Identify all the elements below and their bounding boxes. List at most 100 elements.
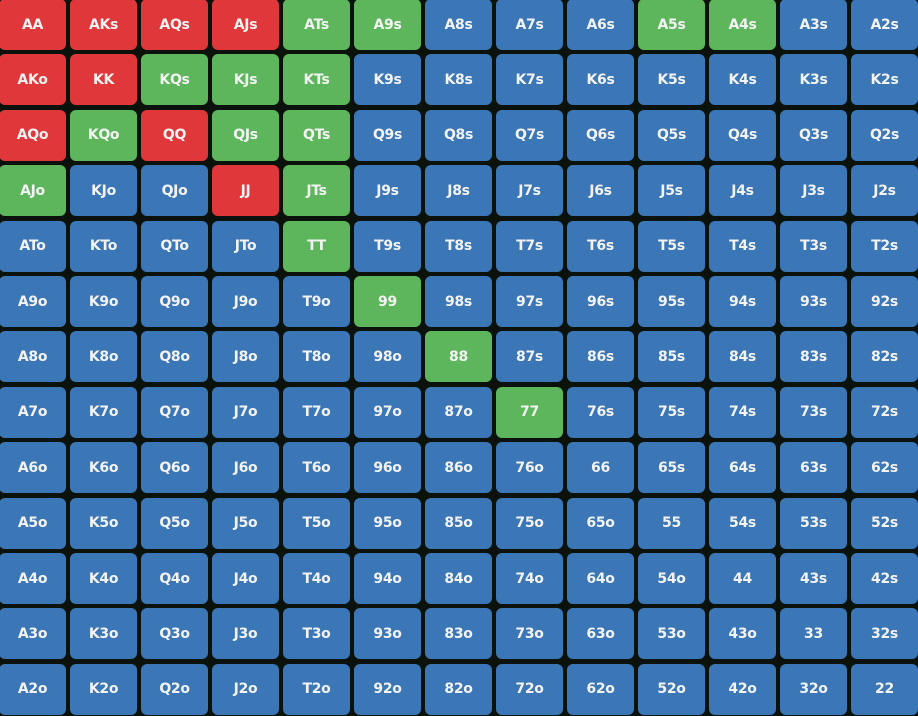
hand-cell-A8o[interactable]: A8o	[0, 331, 66, 383]
hand-cell-65s[interactable]: 65s	[638, 442, 705, 494]
hand-cell-72s[interactable]: 72s	[851, 386, 918, 438]
hand-cell-AKs[interactable]: AKs	[70, 0, 137, 50]
hand-cell-Q7s[interactable]: Q7s	[496, 109, 563, 161]
hand-cell-JJ[interactable]: JJ	[212, 165, 279, 217]
hand-cell-99[interactable]: 99	[354, 276, 421, 327]
hand-cell-K8s[interactable]: K8s	[425, 54, 492, 106]
hand-cell-T8s[interactable]: T8s	[425, 220, 492, 272]
hand-cell-J2s[interactable]: J2s	[851, 165, 918, 217]
hand-cell-T7o[interactable]: T7o	[283, 386, 350, 438]
hand-cell-A8s[interactable]: A8s	[425, 0, 492, 50]
hand-cell-Q7o[interactable]: Q7o	[141, 386, 208, 438]
hand-cell-QQ[interactable]: QQ	[141, 109, 208, 161]
hand-cell-Q9o[interactable]: Q9o	[141, 276, 208, 327]
hand-cell-Q2s[interactable]: Q2s	[851, 109, 918, 161]
hand-cell-86s[interactable]: 86s	[567, 331, 634, 383]
hand-cell-42o[interactable]: 42o	[709, 663, 776, 715]
hand-cell-TT[interactable]: TT	[283, 220, 350, 272]
hand-cell-JTo[interactable]: JTo	[212, 220, 279, 272]
hand-cell-J5s[interactable]: J5s	[638, 165, 705, 217]
hand-cell-J6s[interactable]: J6s	[567, 165, 634, 217]
hand-cell-A7o[interactable]: A7o	[0, 386, 66, 438]
hand-cell-97s[interactable]: 97s	[496, 276, 563, 327]
hand-cell-QTo[interactable]: QTo	[141, 220, 208, 272]
hand-cell-A6s[interactable]: A6s	[567, 0, 634, 50]
hand-cell-43o[interactable]: 43o	[709, 608, 776, 660]
hand-cell-33[interactable]: 33	[780, 608, 847, 660]
hand-cell-J7s[interactable]: J7s	[496, 165, 563, 217]
hand-cell-62s[interactable]: 62s	[851, 442, 918, 494]
hand-cell-Q3o[interactable]: Q3o	[141, 608, 208, 660]
hand-cell-K6o[interactable]: K6o	[70, 442, 137, 494]
hand-cell-84s[interactable]: 84s	[709, 331, 776, 383]
hand-cell-J5o[interactable]: J5o	[212, 497, 279, 549]
hand-cell-87s[interactable]: 87s	[496, 331, 563, 383]
hand-cell-A5s[interactable]: A5s	[638, 0, 705, 50]
hand-cell-KK[interactable]: KK	[70, 54, 137, 106]
hand-cell-82s[interactable]: 82s	[851, 331, 918, 383]
hand-cell-T6s[interactable]: T6s	[567, 220, 634, 272]
hand-cell-62o[interactable]: 62o	[567, 663, 634, 715]
hand-cell-A9o[interactable]: A9o	[0, 276, 66, 327]
hand-cell-84o[interactable]: 84o	[425, 553, 492, 604]
hand-cell-J7o[interactable]: J7o	[212, 386, 279, 438]
hand-cell-98o[interactable]: 98o	[354, 331, 421, 383]
hand-cell-Q8s[interactable]: Q8s	[425, 109, 492, 161]
hand-cell-A9s[interactable]: A9s	[354, 0, 421, 50]
hand-cell-J3o[interactable]: J3o	[212, 608, 279, 660]
hand-cell-96s[interactable]: 96s	[567, 276, 634, 327]
hand-cell-J4o[interactable]: J4o	[212, 553, 279, 604]
hand-cell-96o[interactable]: 96o	[354, 442, 421, 494]
hand-cell-22[interactable]: 22	[851, 663, 918, 715]
hand-cell-82o[interactable]: 82o	[425, 663, 492, 715]
hand-cell-T9s[interactable]: T9s	[354, 220, 421, 272]
hand-cell-64o[interactable]: 64o	[567, 553, 634, 604]
hand-cell-KQo[interactable]: KQo	[70, 109, 137, 161]
hand-cell-J8o[interactable]: J8o	[212, 331, 279, 383]
hand-cell-K4o[interactable]: K4o	[70, 553, 137, 604]
hand-cell-53o[interactable]: 53o	[638, 608, 705, 660]
hand-cell-KTs[interactable]: KTs	[283, 54, 350, 106]
hand-cell-74o[interactable]: 74o	[496, 553, 563, 604]
hand-cell-75o[interactable]: 75o	[496, 497, 563, 549]
hand-cell-44[interactable]: 44	[709, 553, 776, 604]
hand-cell-J9s[interactable]: J9s	[354, 165, 421, 217]
hand-cell-95o[interactable]: 95o	[354, 497, 421, 549]
hand-cell-98s[interactable]: 98s	[425, 276, 492, 327]
hand-cell-AA[interactable]: AA	[0, 0, 66, 50]
hand-cell-93o[interactable]: 93o	[354, 608, 421, 660]
hand-cell-K9o[interactable]: K9o	[70, 276, 137, 327]
hand-cell-T7s[interactable]: T7s	[496, 220, 563, 272]
hand-cell-J3s[interactable]: J3s	[780, 165, 847, 217]
hand-cell-Q5o[interactable]: Q5o	[141, 497, 208, 549]
hand-cell-88[interactable]: 88	[425, 331, 492, 383]
hand-cell-K7s[interactable]: K7s	[496, 54, 563, 106]
hand-cell-52s[interactable]: 52s	[851, 497, 918, 549]
hand-cell-K2o[interactable]: K2o	[70, 663, 137, 715]
hand-cell-ATs[interactable]: ATs	[283, 0, 350, 50]
hand-cell-T8o[interactable]: T8o	[283, 331, 350, 383]
hand-cell-T3s[interactable]: T3s	[780, 220, 847, 272]
hand-cell-T2o[interactable]: T2o	[283, 663, 350, 715]
hand-cell-53s[interactable]: 53s	[780, 497, 847, 549]
hand-cell-87o[interactable]: 87o	[425, 386, 492, 438]
hand-cell-Q2o[interactable]: Q2o	[141, 663, 208, 715]
hand-cell-K6s[interactable]: K6s	[567, 54, 634, 106]
hand-cell-54s[interactable]: 54s	[709, 497, 776, 549]
hand-cell-T3o[interactable]: T3o	[283, 608, 350, 660]
hand-cell-T6o[interactable]: T6o	[283, 442, 350, 494]
hand-cell-A4s[interactable]: A4s	[709, 0, 776, 50]
hand-cell-QJo[interactable]: QJo	[141, 165, 208, 217]
hand-cell-92o[interactable]: 92o	[354, 663, 421, 715]
hand-cell-AJs[interactable]: AJs	[212, 0, 279, 50]
hand-cell-Q3s[interactable]: Q3s	[780, 109, 847, 161]
hand-cell-52o[interactable]: 52o	[638, 663, 705, 715]
hand-cell-KJs[interactable]: KJs	[212, 54, 279, 106]
hand-cell-Q9s[interactable]: Q9s	[354, 109, 421, 161]
hand-cell-A3s[interactable]: A3s	[780, 0, 847, 50]
hand-cell-K3o[interactable]: K3o	[70, 608, 137, 660]
hand-cell-A3o[interactable]: A3o	[0, 608, 66, 660]
hand-cell-QJs[interactable]: QJs	[212, 109, 279, 161]
hand-cell-K2s[interactable]: K2s	[851, 54, 918, 106]
hand-cell-64s[interactable]: 64s	[709, 442, 776, 494]
